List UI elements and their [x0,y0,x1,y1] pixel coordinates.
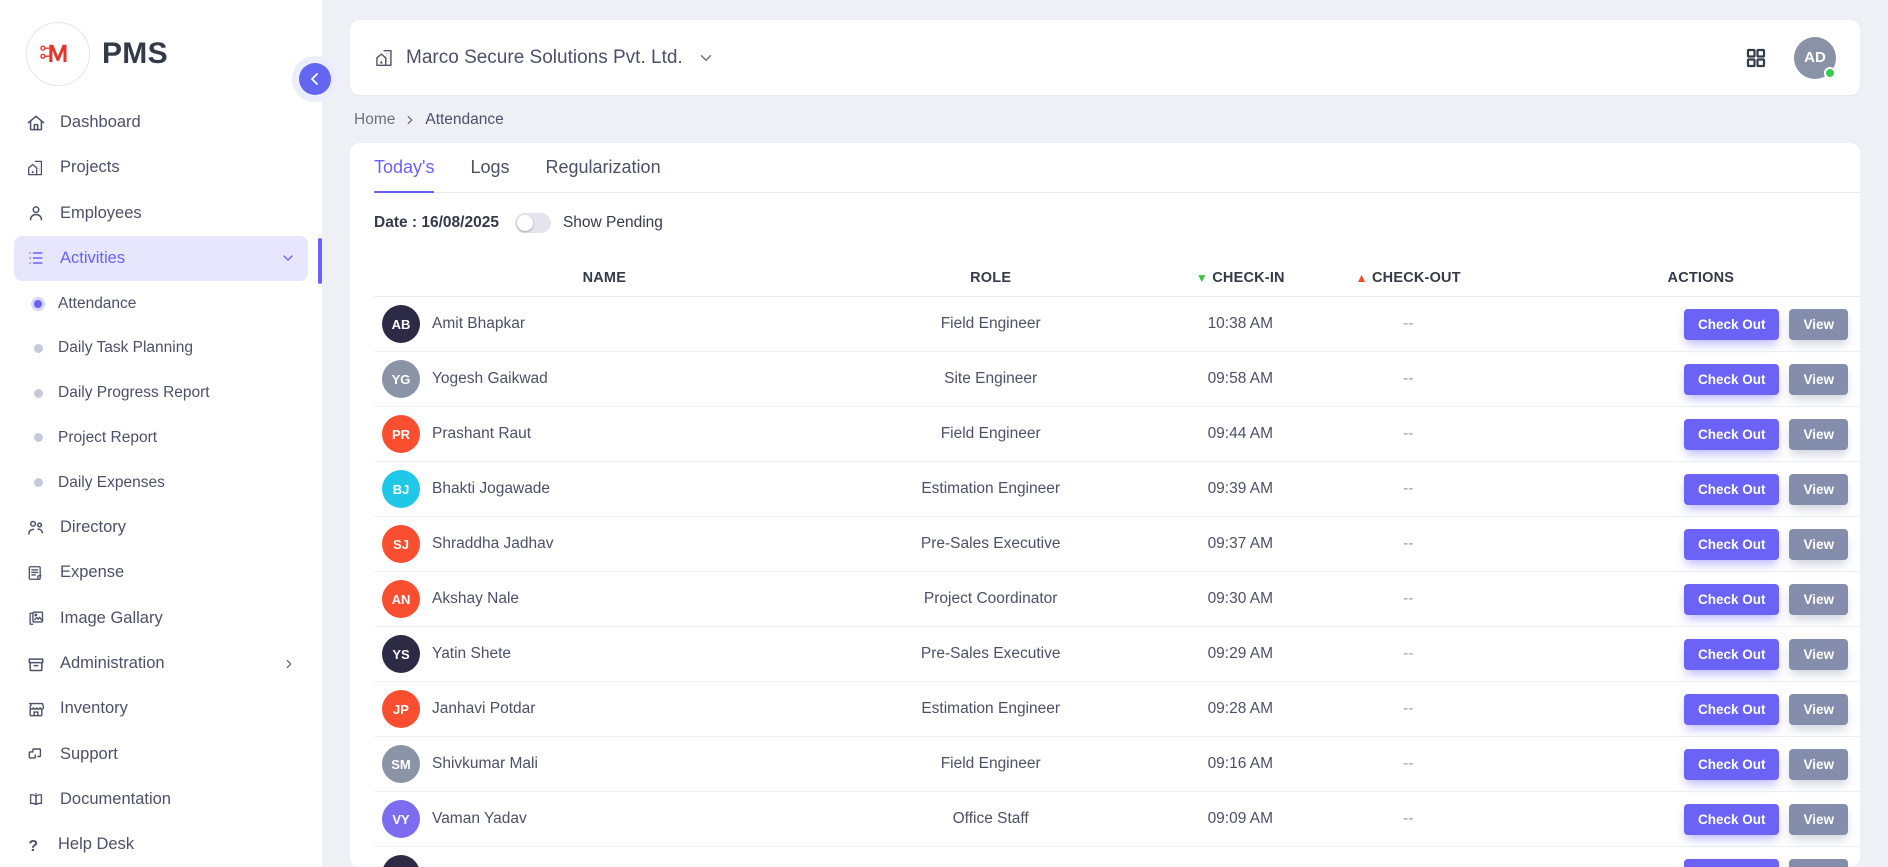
svg-text:?: ? [28,837,38,854]
